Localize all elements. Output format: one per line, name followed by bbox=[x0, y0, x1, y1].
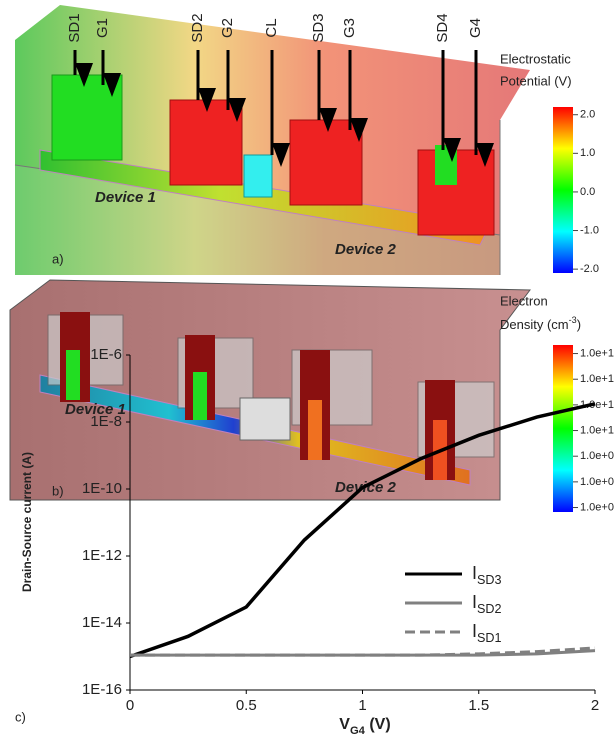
terminal-label: G3 bbox=[341, 18, 358, 38]
panel-tag: a) bbox=[52, 251, 64, 266]
terminal-label: SD3 bbox=[310, 13, 327, 42]
colorbar-tick-label: 1.0e+07 bbox=[580, 450, 614, 462]
x-tick-label: 1.5 bbox=[468, 697, 489, 714]
colorbar-tick-label: 0.0 bbox=[580, 186, 595, 198]
y-tick-label: 1E-12 bbox=[82, 547, 122, 564]
terminal-label: G1 bbox=[94, 18, 111, 38]
colorbar-title: Electrostatic bbox=[500, 51, 571, 66]
colorbar-title: Potential (V) bbox=[500, 73, 572, 88]
colorbar bbox=[553, 345, 573, 512]
colorbar-tick-label: 1.0e+16 bbox=[580, 373, 614, 385]
x-tick-label: 2 bbox=[591, 697, 599, 714]
panel-tag: b) bbox=[52, 483, 64, 498]
device-label: Device 2 bbox=[335, 241, 397, 258]
y-tick-label: 1E-8 bbox=[90, 413, 122, 430]
colorbar-tick-label: 1.0 bbox=[580, 147, 595, 159]
legend-label: ISD3 bbox=[472, 563, 502, 588]
panel-b-render bbox=[10, 280, 530, 500]
y-axis-label: Drain-Source current (A) bbox=[20, 452, 34, 592]
y-tick-label: 1E-6 bbox=[90, 346, 122, 363]
terminal-label: G2 bbox=[219, 18, 236, 38]
colorbar-tick-label: 2.0 bbox=[580, 109, 595, 121]
figure: Device 1 Device 2 a) Electrostatic Poten… bbox=[0, 0, 614, 741]
colorbar-title: Electron bbox=[500, 293, 548, 308]
device-label: Device 1 bbox=[95, 189, 156, 206]
colorbar-tick-label: 1.0e+19 bbox=[580, 347, 614, 359]
legend-label: ISD1 bbox=[472, 621, 502, 646]
colorbar-tick-label: 1.0e+04 bbox=[580, 476, 614, 488]
y-tick-label: 1E-10 bbox=[82, 480, 122, 497]
terminal-label: SD2 bbox=[189, 13, 206, 42]
legend-label: ISD2 bbox=[472, 592, 502, 617]
terminal-label: CL bbox=[263, 18, 280, 37]
colorbar-tick-label: -1.0 bbox=[580, 224, 599, 236]
y-tick-label: 1E-16 bbox=[82, 681, 122, 698]
colorbar bbox=[553, 107, 573, 273]
terminal-label: G4 bbox=[467, 18, 484, 38]
x-tick-label: 0.5 bbox=[236, 697, 257, 714]
colorbar-tick-label: -2.0 bbox=[580, 263, 599, 275]
colorbar-title: Density (cm-3) bbox=[500, 315, 581, 332]
colorbar-tick-label: 1.0e+10 bbox=[580, 424, 614, 436]
x-axis-label: VG4 (V) bbox=[339, 716, 390, 737]
terminal-label: SD1 bbox=[66, 13, 83, 42]
colorbar-tick-label: 1.0e+01 bbox=[580, 501, 614, 513]
terminal-label: SD4 bbox=[434, 13, 451, 42]
x-tick-label: 1 bbox=[358, 697, 366, 714]
x-tick-label: 0 bbox=[126, 697, 134, 714]
panel-tag: c) bbox=[15, 709, 26, 724]
y-tick-label: 1E-14 bbox=[82, 614, 122, 631]
